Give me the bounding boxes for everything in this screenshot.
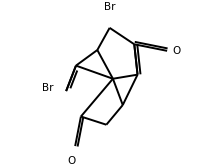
Text: Br: Br — [104, 2, 115, 12]
Text: Br: Br — [41, 83, 53, 93]
Text: O: O — [68, 156, 76, 166]
Text: O: O — [172, 46, 180, 56]
